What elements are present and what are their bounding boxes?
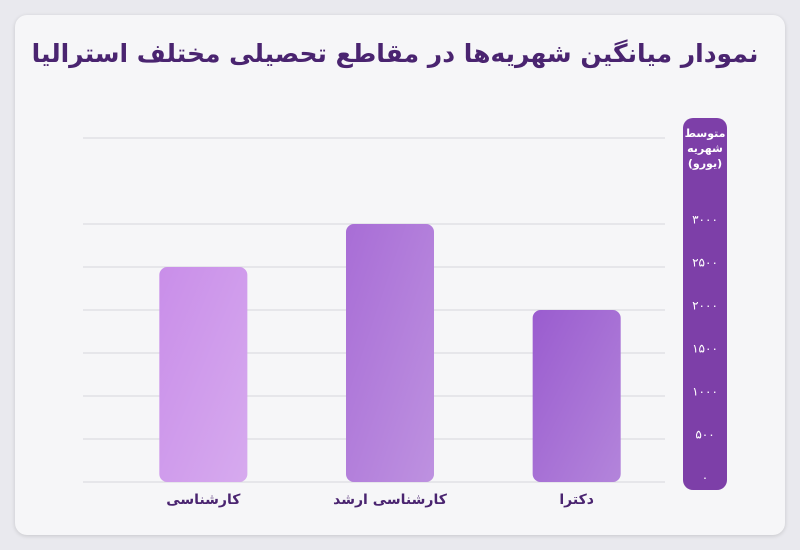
y-tick-label: ۱۵۰۰: [692, 342, 718, 356]
y-tick-label: ۰: [702, 471, 708, 485]
y-axis-pill: [683, 118, 727, 490]
chart-title: نمودار میانگین شهریه‌ها در مقاطع تحصیلی …: [32, 39, 759, 69]
y-tick-label: ۳۰۰۰: [692, 213, 718, 227]
y-tick-label: ۱۰۰۰: [692, 385, 718, 399]
y-tick-label: ۲۰۰۰: [692, 299, 718, 313]
x-tick-label: کارشناسی ارشد: [333, 492, 448, 508]
bar-shade: [346, 224, 434, 482]
bar-shade: [532, 310, 621, 482]
y-axis-label: متوسط شهریه (یورو): [684, 127, 726, 170]
y-tick-label: ۵۰۰: [695, 428, 714, 442]
x-tick-label: دکترا: [559, 492, 594, 508]
x-tick-label: کارشناسی: [166, 492, 241, 508]
y-tick-label: ۲۵۰۰: [692, 256, 718, 270]
bar-shade: [159, 267, 248, 482]
